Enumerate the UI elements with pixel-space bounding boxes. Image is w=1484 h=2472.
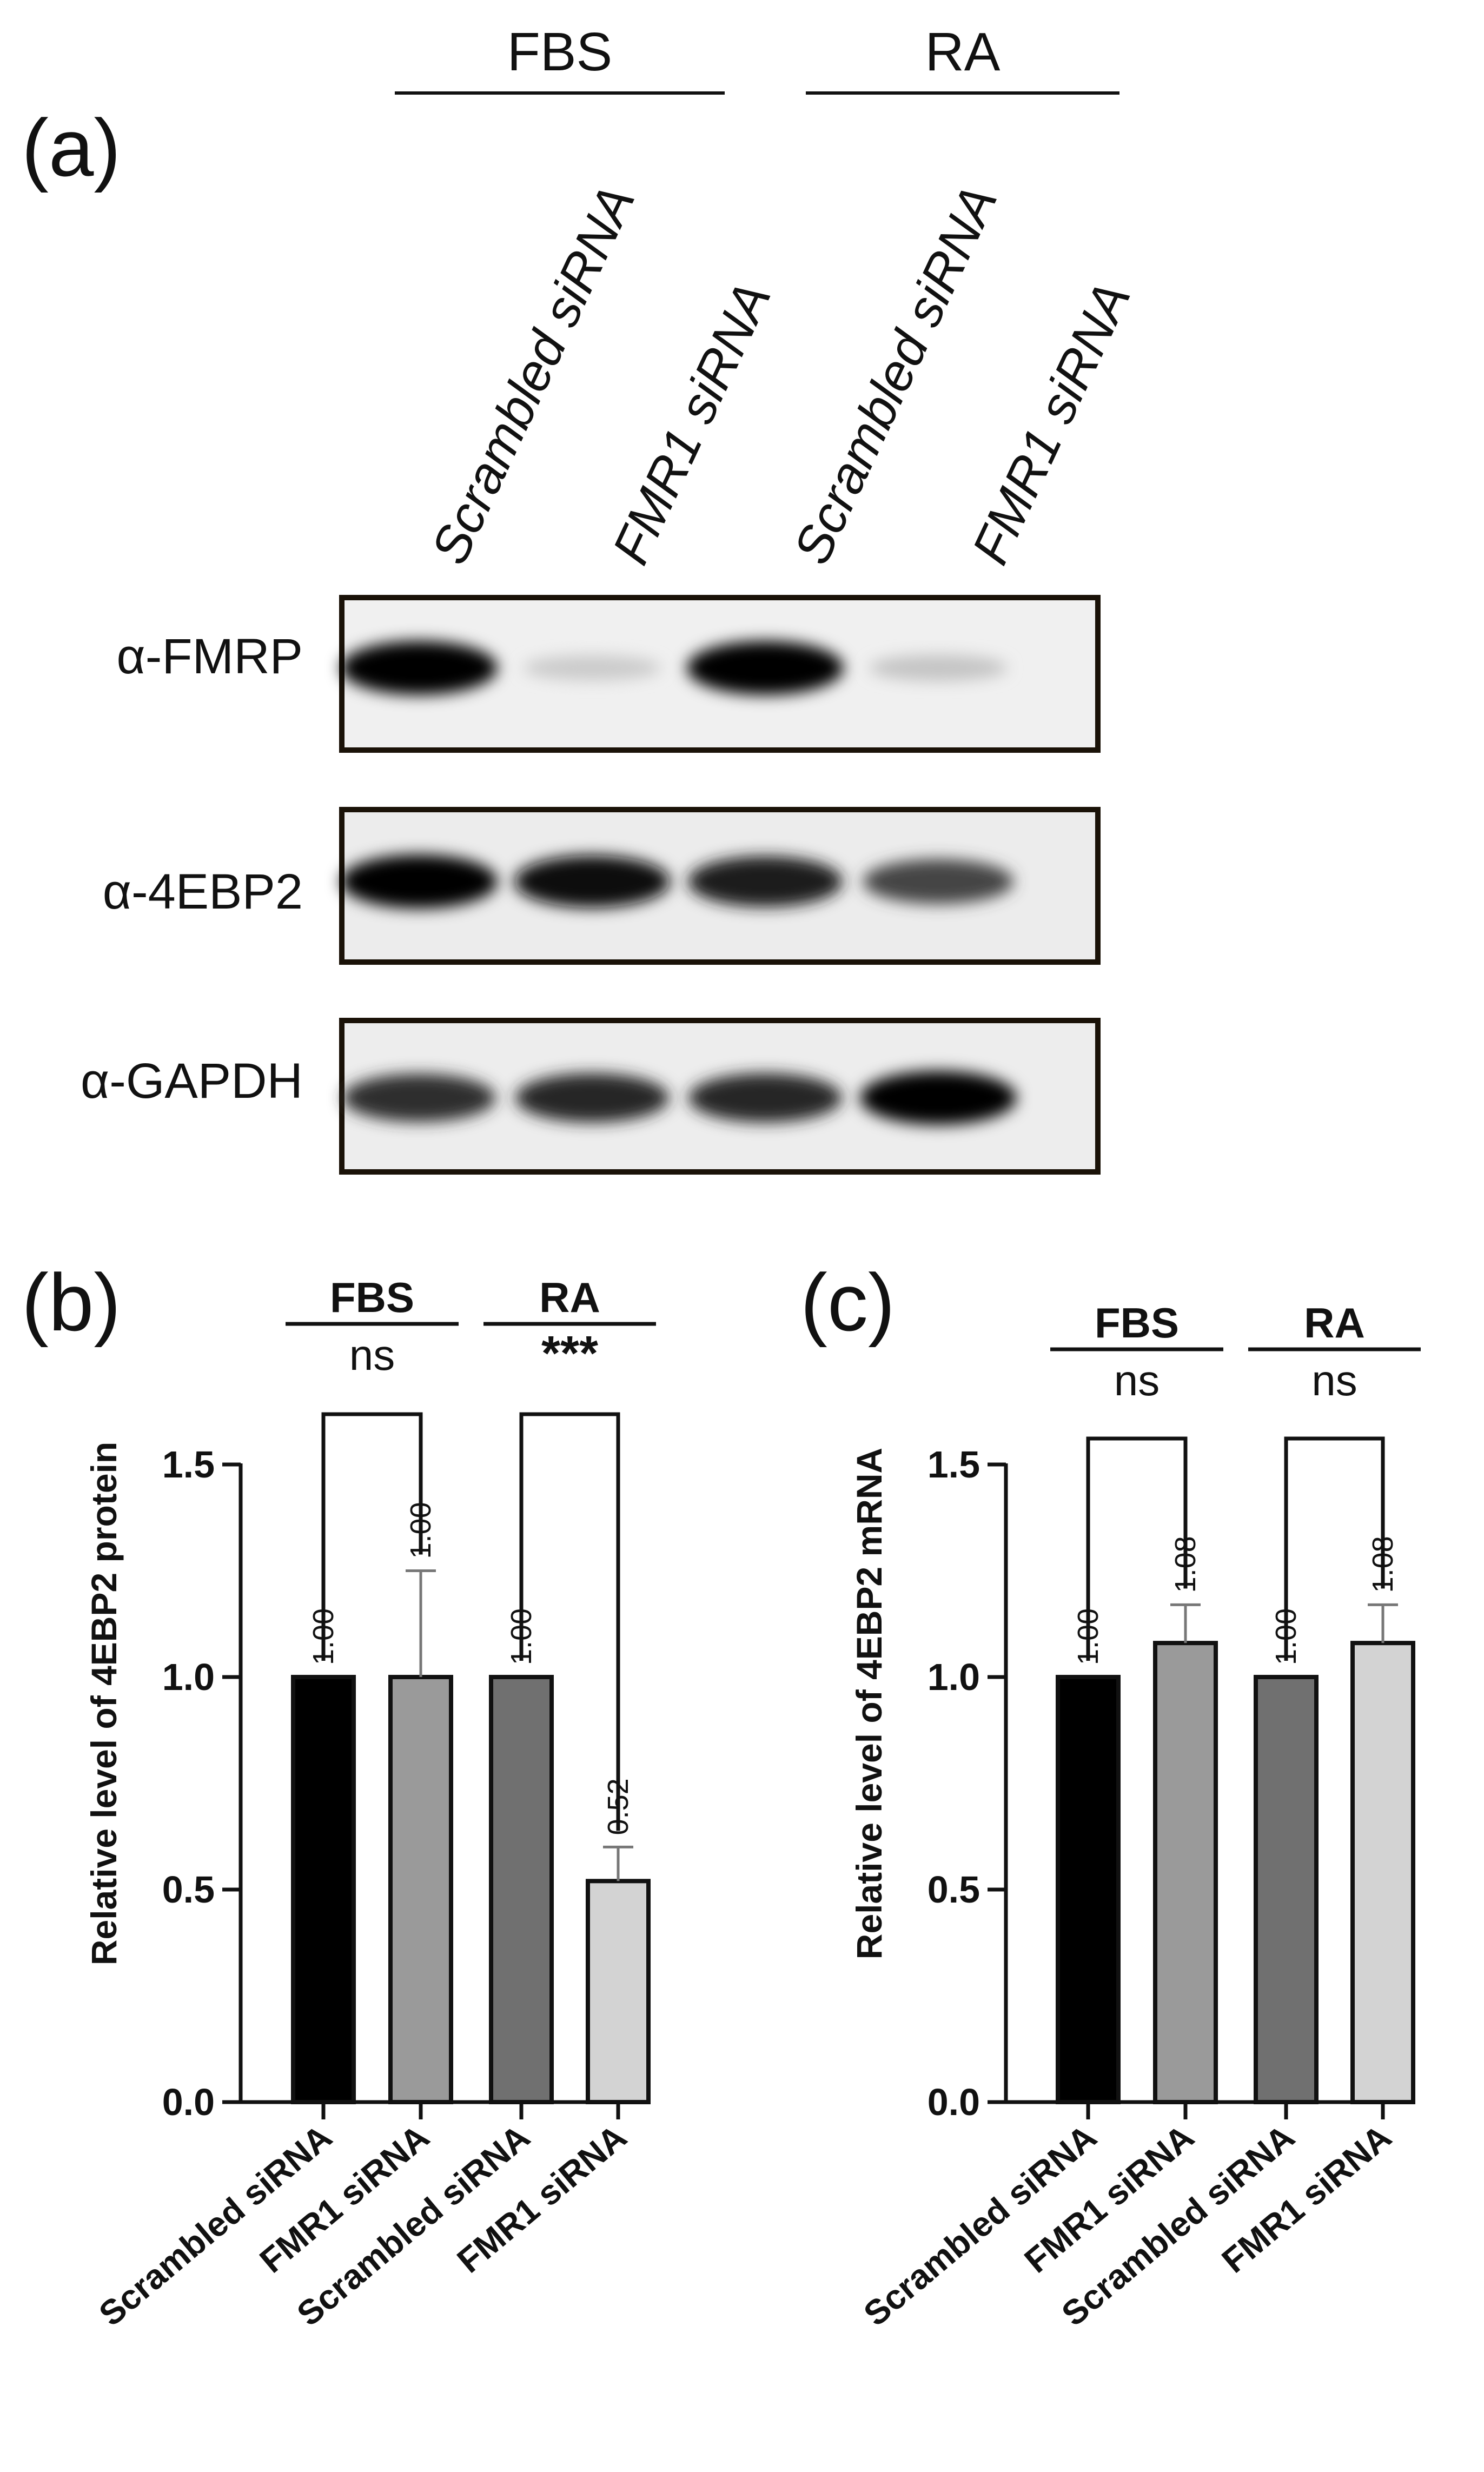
group-label: FBS xyxy=(1095,1299,1179,1347)
panel-b: (b) Relative level of 4EBP2 protein 0.0 0… xyxy=(22,1257,656,2334)
y-axis-label: Relative level of 4EBP2 protein xyxy=(84,1442,124,1965)
significance-label: ns xyxy=(1311,1356,1357,1404)
group-label-ra: RA xyxy=(925,22,1001,82)
blot-band xyxy=(688,1073,842,1123)
blot-band xyxy=(860,1071,1017,1125)
y-tick-label: 0.0 xyxy=(162,2081,215,2123)
y-tick-label: 0.5 xyxy=(162,1868,215,1911)
bar xyxy=(388,1675,453,2104)
lane-label: FMR1 siRNA xyxy=(601,274,782,573)
y-tick-label: 0.5 xyxy=(928,1868,980,1911)
x-tick-label: FMR1 siRNA xyxy=(253,2117,436,2281)
panel-c-letter: (c) xyxy=(800,1257,895,1348)
bar xyxy=(1153,1641,1218,2105)
blot-band xyxy=(514,855,670,908)
significance-bracket xyxy=(519,1412,620,1831)
bar xyxy=(1350,1641,1415,2105)
antibody-label-gapdh: α-GAPDH xyxy=(81,1053,303,1109)
lane-label: FMR1 siRNA xyxy=(961,274,1142,573)
bar xyxy=(291,1675,356,2104)
y-tick-label: 0.0 xyxy=(928,2081,980,2123)
panel-b-letter: (b) xyxy=(22,1257,121,1348)
blot-fmrp xyxy=(339,595,1101,753)
y-tick-label: 1.5 xyxy=(162,1443,215,1486)
blot-band xyxy=(342,1073,496,1122)
y-axis-label: Relative level of 4EBP2 mRNA xyxy=(849,1448,889,1959)
bar xyxy=(586,1879,651,2105)
lane-label: Scrambled siRNA xyxy=(783,177,1008,573)
blot-band xyxy=(523,655,661,681)
significance-label: *** xyxy=(541,1327,598,1381)
group-label: RA xyxy=(1304,1299,1365,1347)
blot-4ebp2 xyxy=(339,807,1101,965)
significance-label: ns xyxy=(349,1331,395,1379)
lane-label: Scrambled siRNA xyxy=(420,177,646,573)
bar xyxy=(489,1675,554,2104)
significance-label: ns xyxy=(1114,1356,1160,1404)
blot-gapdh xyxy=(339,1018,1101,1175)
antibody-label-4ebp2: α-4EBP2 xyxy=(103,864,303,919)
bar xyxy=(1254,1675,1319,2104)
bar xyxy=(1056,1675,1121,2104)
blot-band xyxy=(687,641,844,695)
group-label: FBS xyxy=(330,1274,414,1321)
blot-band xyxy=(688,856,843,907)
significance-bracket xyxy=(1086,1436,1188,1661)
blot-band xyxy=(863,859,1014,904)
blot-band xyxy=(515,1073,669,1123)
significance-bracket xyxy=(321,1412,423,1661)
y-tick-label: 1.0 xyxy=(928,1656,980,1698)
x-tick-label: FMR1 siRNA xyxy=(1017,2117,1201,2281)
x-tick-label: FMR1 siRNA xyxy=(1215,2117,1399,2281)
y-tick-label: 1.5 xyxy=(928,1443,980,1486)
panel-a-letter: (a) xyxy=(22,102,121,193)
blot-band xyxy=(869,654,1008,681)
panel-c: (c) Relative level of 4EBP2 mRNA 0.0 0.5 1… xyxy=(800,1257,1421,2334)
x-tick-label: FMR1 siRNA xyxy=(450,2117,634,2281)
blot-band xyxy=(341,854,498,909)
y-tick-label: 1.0 xyxy=(162,1656,215,1698)
significance-bracket xyxy=(1284,1436,1385,1661)
panel-a: (a) FBS RA Scrambled siRNA FMR1 siRNA Sc… xyxy=(22,22,1142,1175)
blot-band xyxy=(341,641,498,695)
group-label: RA xyxy=(539,1274,600,1321)
group-label-fbs: FBS xyxy=(507,22,612,82)
antibody-label-fmrp: α-FMRP xyxy=(117,629,303,684)
